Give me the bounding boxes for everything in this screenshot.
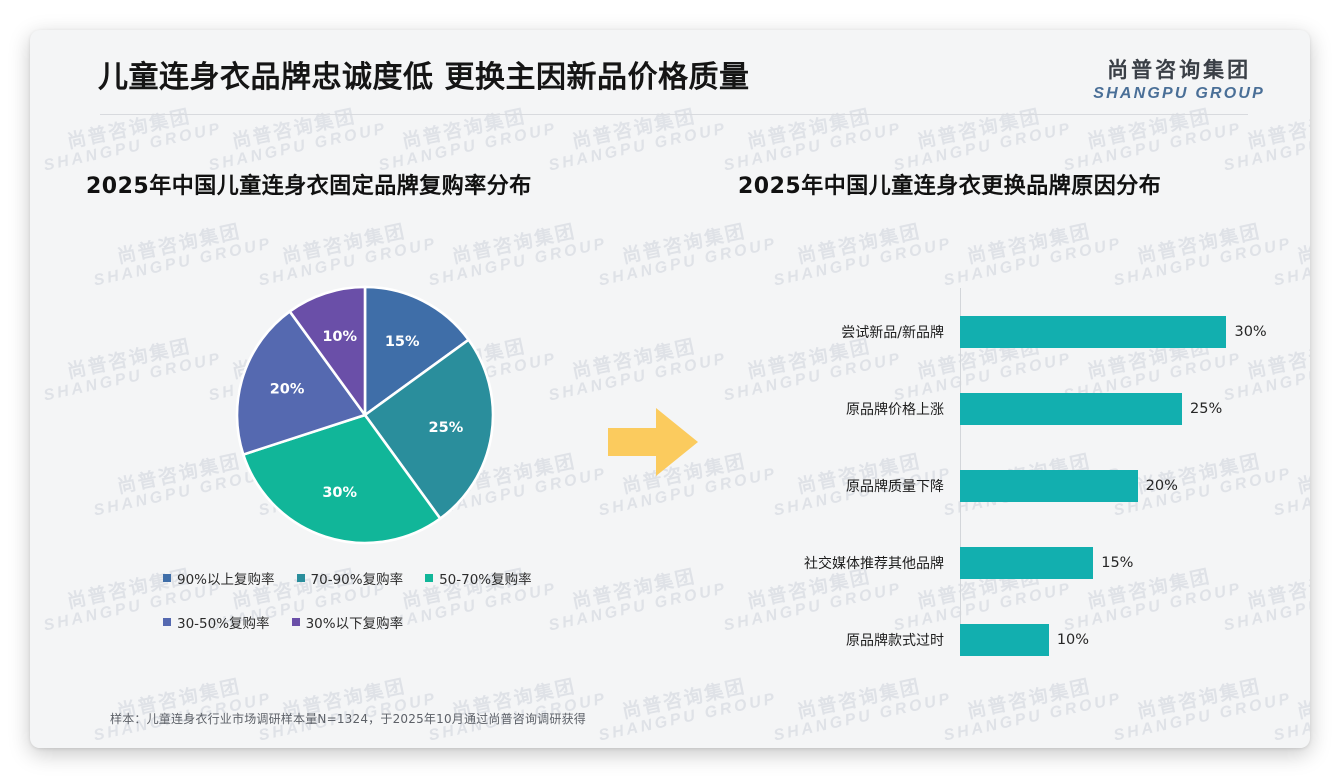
bar-chart-row: 尝试新品/新品牌 30% (738, 315, 1268, 349)
bar-track: 10% (954, 623, 1268, 657)
pie-slice[interactable] (363, 337, 495, 521)
bar-chart-row: 原品牌价格上涨 25% (738, 392, 1268, 426)
bar-category-label: 社交媒体推荐其他品牌 (804, 556, 944, 572)
legend-swatch-icon (163, 574, 171, 582)
bar-value-label: 25% (1190, 401, 1223, 417)
pie-slice[interactable] (241, 413, 443, 545)
bar-track: 15% (954, 546, 1268, 580)
bar-category-label: 原品牌款式过时 (846, 633, 944, 649)
pie-chart-svg: 15% 25% 30% 20% 10% (235, 285, 495, 545)
slide-card: 尚普咨询集团 SHANGPU GROUP 尚普咨询集团 SHANGPU GROUP 尚普… (30, 30, 1310, 748)
legend-item[interactable]: 50-70%复购率 (425, 568, 532, 588)
legend-item[interactable]: 70-90%复购率 (296, 568, 404, 588)
pie-slice[interactable] (287, 285, 367, 420)
legend-swatch-icon (425, 574, 434, 582)
legend-item-label: 30-50%复购率 (177, 616, 270, 632)
legend-swatch-icon (163, 618, 171, 626)
bar-chart-row: 社交媒体推荐其他品牌 15% (738, 546, 1268, 580)
legend-item-label: 50-70%复购率 (439, 572, 532, 588)
pie-slice[interactable] (363, 285, 471, 418)
bar-chart-row: 原品牌质量下降 20% (738, 469, 1268, 503)
left-chart-title: 2025年中国儿童连身衣固定品牌复购率分布 (86, 174, 532, 199)
bar-track: 20% (954, 469, 1268, 503)
pie-slice-label: 20% (270, 382, 305, 398)
bar-chart: 尝试新品/新品牌 30% 原品牌价格上涨 25% 原品牌质量下降 20% 社交媒体推荐其他品… (738, 288, 1268, 668)
bar-category-label: 原品牌价格上涨 (846, 402, 944, 418)
legend-swatch-icon (291, 618, 300, 626)
legend-item-label: 90%以上复购率 (177, 572, 275, 588)
bar-value-label: 20% (1145, 478, 1178, 494)
bar-fill[interactable] (960, 470, 1138, 502)
slide-header: 儿童连身衣品牌忠诚度低 更换主因新品价格质量 尚普咨询集团 SHANGPU GR… (30, 30, 1310, 114)
bar-fill[interactable] (960, 547, 1094, 579)
bar-fill[interactable] (960, 393, 1183, 425)
page-title: 儿童连身衣品牌忠诚度低 更换主因新品价格质量 (98, 60, 750, 95)
legend-item[interactable]: 30%以下复购率 (291, 612, 404, 632)
pie-slice-label: 30% (322, 485, 357, 501)
legend-swatch-icon (296, 574, 305, 582)
pie-slice-label: 15% (385, 334, 420, 350)
right-arrow-icon (608, 402, 700, 487)
pie-slice[interactable] (235, 309, 368, 457)
legend-item-label: 30%以下复购率 (305, 616, 404, 632)
pie-chart: 15% 25% 30% 20% 10% (205, 270, 525, 560)
right-chart-title: 2025年中国儿童连身衣更换品牌原因分布 (738, 174, 1162, 199)
brand-logo: 尚普咨询集团 SHANGPU GROUP (1093, 54, 1265, 103)
header-divider (100, 114, 1248, 115)
pie-chart-legend: 90%以上复购率 70-90%复购率 50-70%复购率 30-50%复购率 30%以下… (163, 568, 603, 632)
legend-item-label: 70-90%复购率 (310, 572, 404, 588)
bar-track: 25% (954, 392, 1268, 426)
bar-fill[interactable] (960, 624, 1049, 656)
bar-chart-row: 原品牌款式过时 10% (738, 623, 1268, 657)
bar-category-label: 尝试新品/新品牌 (841, 325, 944, 341)
legend-item[interactable]: 90%以上复购率 (163, 568, 275, 588)
bar-fill[interactable] (960, 316, 1227, 348)
slide-footer: ©2025.12 SHANGPU GROUP www.shangpu-china… (30, 743, 1310, 748)
bar-value-label: 30% (1234, 324, 1267, 340)
bar-value-label: 10% (1056, 632, 1090, 648)
pie-slice-label: 25% (429, 420, 464, 436)
pie-slice-label: 10% (322, 329, 357, 345)
bar-value-label: 15% (1101, 555, 1134, 571)
bar-track: 30% (954, 315, 1268, 349)
logo-text-en: SHANGPU GROUP (1093, 85, 1265, 102)
legend-item[interactable]: 30-50%复购率 (163, 612, 270, 632)
bar-category-label: 原品牌质量下降 (846, 479, 944, 495)
source-footnote: 样本：儿童连身衣行业市场调研样本量N=1324，于2025年10月通过尚普咨询调… (110, 712, 586, 726)
logo-text-cn: 尚普咨询集团 (1107, 58, 1252, 82)
